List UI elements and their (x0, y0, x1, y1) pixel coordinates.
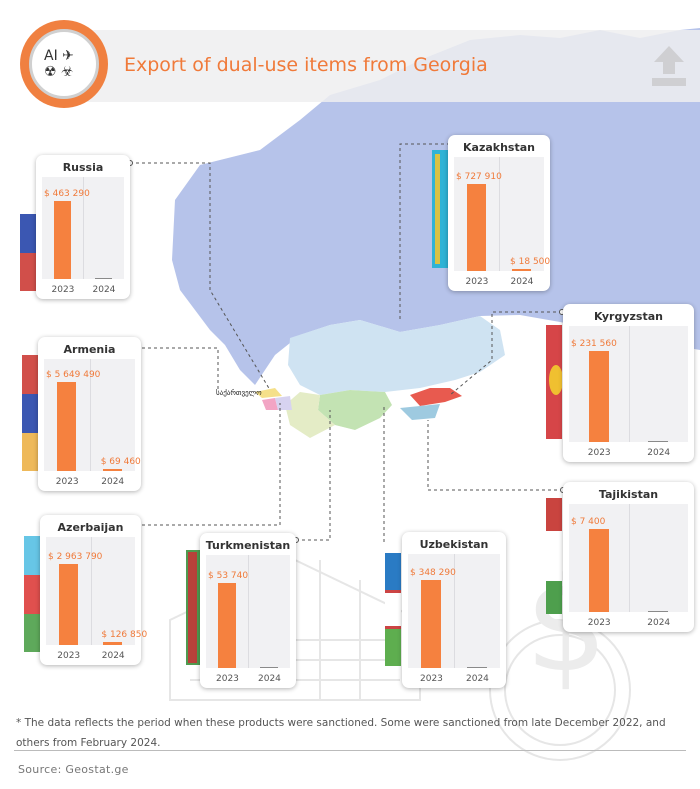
russia-bar-2024 (94, 278, 113, 279)
tajikistan-flag (546, 498, 562, 614)
turkmenistan-bar-2024 (260, 667, 278, 668)
turkmenistan-plot-divider (248, 555, 249, 668)
uzbekistan-bar-2024 (467, 667, 487, 668)
divider (14, 750, 686, 751)
russia-value-label-2023: $ 463 290 (44, 189, 90, 200)
turkmenistan-card-title: Turkmenistan (205, 539, 291, 552)
georgia-region (255, 388, 282, 398)
armenia-plot-divider (89, 359, 91, 471)
kazakhstan-bar-2023 (467, 183, 486, 271)
turkmenistan-year-label-2023: 2023 (216, 674, 239, 684)
azerbaijan-flag (24, 536, 40, 652)
kyrgyzstan-region (410, 388, 462, 406)
kazakhstan-value-label-2023: $ 727 910 (456, 171, 502, 182)
export-icon[interactable] (646, 42, 692, 90)
turkmenistan-value-label-2023: $ 53 740 (208, 570, 249, 581)
kyrgyzstan-chart-card: Kyrgyzstan $ 231 560 2023 2024 (563, 304, 694, 462)
azerbaijan-bar-2023 (58, 564, 78, 645)
azerbaijan-year-label-2024: 2024 (101, 651, 125, 661)
turkmenistan-bar-2023 (218, 582, 236, 668)
page-title: Export of dual-use items from Georgia (124, 54, 488, 76)
armenia-bar-2023 (57, 382, 77, 471)
tajikistan-year-label-2023: 2023 (587, 618, 611, 628)
kyrgyzstan-bar-2023 (588, 351, 609, 442)
azerbaijan-plot-divider (90, 537, 92, 645)
armenia-value-label-2023: $ 5 649 490 (46, 370, 101, 381)
uzbekistan-year-label-2023: 2023 (420, 674, 443, 684)
uzbekistan-plot-divider (454, 554, 455, 668)
kyrgyzstan-year-label-2024: 2024 (647, 448, 671, 458)
turkmenistan-year-label-2024: 2024 (258, 674, 281, 684)
tajikistan-bar-2023 (588, 528, 609, 612)
kyrgyzstan-year-label-2023: 2023 (587, 448, 611, 458)
russia-chart-card: Russia $ 463 290 2023 2024 (36, 155, 130, 299)
kyrgyzstan-bar-2024 (648, 441, 669, 442)
armenia-value-label-2024: $ 69 460 (100, 457, 141, 467)
azerbaijan-value-label-2023: $ 2 963 790 (48, 552, 103, 563)
tajikistan-chart-card: Tajikistan $ 7 400 2023 2024 (563, 482, 694, 632)
logo-icon: AI ✈ ☢ ☣ (44, 48, 74, 80)
azerbaijan-year-label-2023: 2023 (57, 651, 81, 661)
logo-badge: AI ✈ ☢ ☣ (29, 29, 99, 99)
tajikistan-bar-2024 (648, 611, 669, 612)
uzbekistan-chart-card: Uzbekistan $ 348 290 2023 2024 (402, 532, 506, 688)
armenia-year-label-2023: 2023 (55, 477, 79, 487)
azerbaijan-value-label-2024: $ 126 850 (101, 629, 148, 640)
header-band (60, 30, 700, 102)
tajikistan-card-title: Tajikistan (598, 488, 659, 501)
kazakhstan-card-title: Kazakhstan (463, 141, 535, 154)
kyrgyzstan-card-title: Kyrgyzstan (594, 310, 663, 323)
kazakhstan-value-label-2024: $ 18 500 (510, 256, 551, 267)
azerbaijan-region (275, 396, 292, 410)
kazakhstan-year-label-2024: 2024 (510, 277, 534, 287)
kazakhstan-chart-card: Kazakhstan $ 727 910 2023 $ 18 500 2024 (448, 135, 550, 291)
uzbekistan-card-title: Uzbekistan (419, 538, 489, 551)
armenia-flag (22, 355, 38, 471)
uzbekistan-region (318, 390, 392, 430)
russia-flag (20, 175, 36, 291)
russia-plot-divider (83, 177, 84, 279)
kazakhstan-flag (432, 150, 448, 268)
kazakhstan-bar-2024 (512, 268, 531, 271)
kyrgyzstan-flag (546, 325, 562, 439)
source-text: Source: Geostat.ge (18, 763, 129, 776)
azerbaijan-card-title: Azerbaijan (57, 521, 124, 534)
armenia-chart-card: Armenia $ 5 649 490 2023 $ 69 460 2024 (38, 337, 141, 491)
russia-bar-2023 (53, 201, 72, 279)
kyrgyzstan-value-label-2023: $ 231 560 (571, 339, 617, 350)
armenia-year-label-2024: 2024 (101, 477, 125, 487)
tajikistan-plot-divider (628, 504, 630, 612)
kazakhstan-plot-divider (499, 157, 500, 271)
kyrgyzstan-plot-divider (628, 326, 630, 442)
turkmenistan-flag (186, 550, 202, 665)
uzbekistan-flag (385, 553, 401, 666)
uzbekistan-value-label-2023: $ 348 290 (410, 568, 456, 578)
turkmenistan-chart-card: Turkmenistan $ 53 740 2023 2024 (200, 533, 296, 688)
armenia-card-title: Armenia (63, 343, 116, 356)
footnote: * The data reflects the period when thes… (16, 717, 666, 749)
tajikistan-year-label-2024: 2024 (647, 618, 671, 628)
russia-year-label-2023: 2023 (51, 285, 75, 295)
kazakhstan-year-label-2023: 2023 (465, 277, 489, 287)
logo: AI ✈ ☢ ☣ (20, 20, 108, 108)
tajikistan-value-label-2023: $ 7 400 (571, 516, 606, 527)
azerbaijan-chart-card: Azerbaijan $ 2 963 790 2023 $ 126 850 2024 (40, 515, 147, 665)
armenia-bar-2024 (102, 469, 122, 471)
uzbekistan-bar-2023 (421, 580, 441, 668)
tajikistan-region (400, 404, 440, 420)
russia-year-label-2024: 2024 (92, 285, 116, 295)
azerbaijan-bar-2024 (103, 641, 123, 645)
russia-card-title: Russia (62, 161, 104, 174)
georgia-map-label: საქართველო (216, 389, 262, 397)
uzbekistan-year-label-2024: 2024 (466, 674, 489, 684)
